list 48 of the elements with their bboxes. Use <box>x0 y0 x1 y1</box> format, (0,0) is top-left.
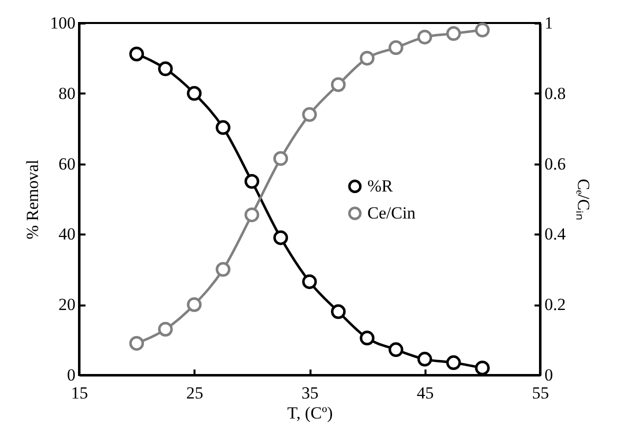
y-tick-label: 60 <box>58 154 76 174</box>
point <box>360 330 374 346</box>
point <box>302 107 317 122</box>
point <box>158 322 173 337</box>
point <box>417 30 432 44</box>
y-tick-label: 40 <box>58 224 76 244</box>
point <box>475 360 490 376</box>
point <box>129 46 144 62</box>
y2-tick-label: 0.8 <box>544 84 566 103</box>
point <box>273 151 288 166</box>
point <box>186 297 202 312</box>
point <box>388 40 404 55</box>
point <box>360 50 374 66</box>
legend-label: Ce/Cin <box>367 203 416 222</box>
x-tick-label: 45 <box>416 384 434 402</box>
legend-label: %R <box>367 176 394 196</box>
y2-tick-label: 0.6 <box>544 154 566 174</box>
x-tick-label: 25 <box>186 384 204 402</box>
y-tick-label: 0 <box>67 366 76 384</box>
point <box>302 274 317 290</box>
point <box>273 230 288 246</box>
point <box>216 262 230 277</box>
y-tick-label: 80 <box>58 84 76 103</box>
point <box>244 174 260 189</box>
point <box>216 120 230 135</box>
y2-axis-title: Cₑ/Cᵢₙ <box>574 178 593 220</box>
y-axis-title: % Removal <box>23 159 42 240</box>
point <box>475 22 490 38</box>
x-tick-label: 15 <box>71 384 88 402</box>
y2-tick-label: 1 <box>544 14 553 32</box>
point <box>388 342 404 358</box>
y-tick-label: 100 <box>50 14 76 32</box>
y2-tick-label: 0.2 <box>544 295 566 314</box>
x-tick-label: 35 <box>302 384 318 402</box>
point <box>446 26 461 41</box>
point <box>417 352 432 367</box>
x-axis-title: T, (Cº) <box>287 404 333 422</box>
point <box>129 336 144 351</box>
x-tick-label: 55 <box>532 384 549 402</box>
point <box>158 61 173 76</box>
point <box>330 304 346 319</box>
y2-tick-label: 0.4 <box>544 224 566 244</box>
point <box>446 355 461 370</box>
y-tick-label: 20 <box>58 295 76 314</box>
point <box>244 207 260 222</box>
point <box>186 86 202 101</box>
y2-tick-label: 0 <box>544 366 553 384</box>
point <box>330 77 346 92</box>
